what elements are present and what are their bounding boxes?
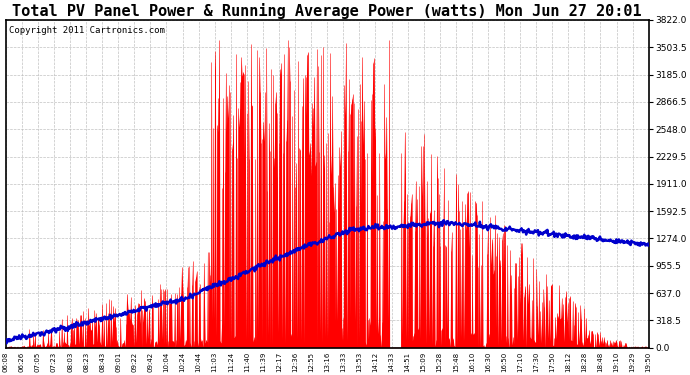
Text: Copyright 2011 Cartronics.com: Copyright 2011 Cartronics.com — [9, 27, 165, 36]
Title: Total PV Panel Power & Running Average Power (watts) Mon Jun 27 20:01: Total PV Panel Power & Running Average P… — [12, 3, 642, 19]
